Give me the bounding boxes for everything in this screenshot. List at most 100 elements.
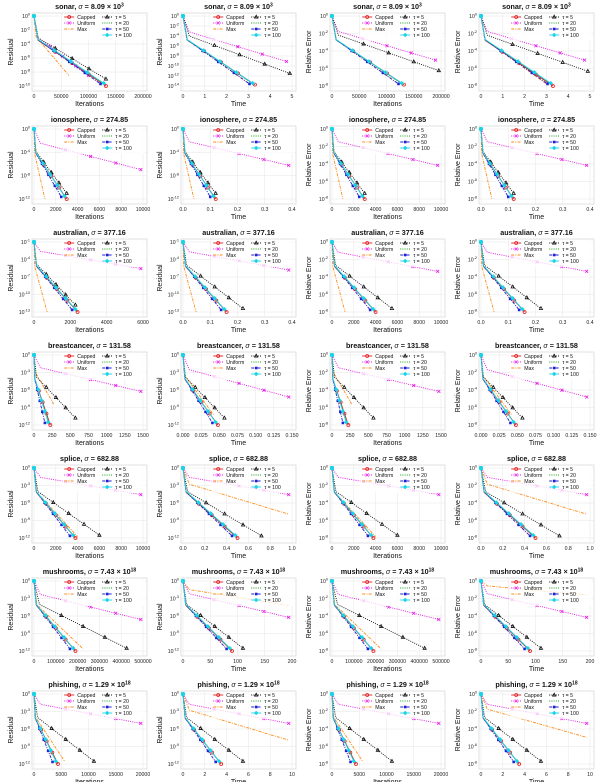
legend-box [62, 353, 146, 380]
series-marker [535, 50, 540, 55]
series-marker [344, 749, 348, 753]
y-tick-label: 10-2 [468, 708, 477, 715]
series-line [480, 354, 515, 423]
panel-ionosphere-1: ionosphere, σ = 274.8510010-410-810-120.… [157, 115, 297, 221]
series-marker [585, 68, 591, 73]
legend-label: Max [226, 366, 236, 372]
series-marker [511, 197, 516, 201]
series-marker [43, 737, 48, 742]
series-marker [205, 624, 211, 629]
legend-label: Max [77, 140, 87, 146]
y-tick-label: 100 [320, 691, 328, 698]
panel-title: splice, σ = 682.88 [507, 454, 566, 463]
legend-marker [67, 580, 72, 584]
series-marker [213, 190, 218, 195]
x-tick-label: 0 [480, 659, 483, 665]
legend-label: Uniform [226, 586, 244, 592]
legend-label: τ = 20 [413, 21, 427, 27]
y-tick-label: 10-4 [170, 256, 179, 263]
series-marker [557, 533, 562, 538]
x-tick-label: 10000 [434, 546, 449, 552]
legend-marker [403, 27, 407, 31]
y-axis-label: Residual [157, 377, 164, 405]
legend-label: τ = 100 [115, 711, 132, 717]
series-marker [212, 295, 218, 301]
series-marker [386, 50, 391, 55]
panel-title: mushrooms, σ = 7.43 × 1018 [43, 567, 137, 576]
y-tick-label: 10-4 [468, 387, 477, 394]
series-marker [286, 721, 291, 726]
series-line [480, 241, 542, 309]
x-tick-label: 4000 [72, 207, 84, 213]
legend-marker [402, 127, 408, 132]
series-line [331, 241, 346, 313]
legend-label: Uniform [375, 360, 393, 366]
x-tick-label: 150000 [405, 94, 422, 100]
legend-label: τ = 100 [562, 259, 579, 265]
y-tick-label: 10-8 [468, 83, 477, 90]
legend-marker [67, 354, 72, 358]
series-marker [399, 80, 405, 86]
series-marker [341, 274, 347, 279]
y-axis-label: Residual [8, 38, 15, 66]
series-marker [220, 521, 226, 527]
panel-breastcancer-2: breastcancer, σ = 131.58 100 10-2 10-4 10-6 1… [306, 341, 447, 447]
series-marker [211, 193, 216, 199]
y-tick-label: 10-2 [468, 30, 477, 37]
x-tick-label: 0 [331, 433, 334, 439]
x-tick-label: 200000 [432, 94, 449, 100]
series-marker [226, 747, 232, 752]
legend-marker [253, 145, 259, 151]
series-line [480, 693, 587, 738]
series-marker [368, 645, 374, 651]
x-axis-label: Time [529, 779, 544, 782]
series-marker [584, 721, 589, 726]
series-marker [77, 747, 83, 752]
legend-label: τ = 100 [413, 372, 430, 378]
legend-marker [514, 247, 518, 251]
series-marker [42, 408, 48, 414]
series-marker [333, 387, 339, 392]
series-marker [210, 750, 215, 755]
x-tick-label: 6000 [94, 207, 106, 213]
legend-marker [253, 371, 259, 377]
series-marker [510, 405, 515, 410]
series-marker [139, 266, 143, 271]
series-marker [63, 292, 68, 297]
series-marker [411, 59, 416, 64]
legend-marker [552, 366, 556, 370]
legend-marker [253, 692, 259, 697]
legend-marker [104, 466, 110, 471]
legend-label: τ = 100 [264, 485, 281, 491]
series-marker [494, 172, 500, 177]
series-marker [202, 184, 206, 188]
series-marker [198, 612, 203, 617]
y-tick-label: 10-6 [170, 387, 179, 394]
legend-label: τ = 100 [115, 146, 132, 152]
x-tick-label: 2 [203, 772, 206, 778]
x-tick-label: 1.0 [288, 546, 295, 552]
series-line [480, 354, 587, 398]
legend-marker [216, 134, 220, 138]
series-marker [217, 59, 223, 64]
series-marker [113, 161, 118, 165]
panel-title: ionosphere, σ = 274.85 [200, 115, 277, 124]
y-tick-label: 10-1 [170, 239, 179, 246]
x-axis-label: Time [231, 327, 246, 334]
series-marker [510, 284, 516, 289]
series-marker [352, 182, 358, 188]
series-marker [497, 737, 503, 742]
legend-label: Max [77, 705, 87, 711]
legend-label: τ = 50 [115, 705, 129, 711]
legend-marker [365, 128, 370, 132]
legend-label: τ = 50 [115, 27, 129, 33]
legend-label: τ = 100 [115, 33, 132, 39]
legend-box [360, 353, 443, 380]
x-axis-label: Time [231, 553, 246, 560]
series-marker [584, 395, 589, 399]
x-tick-label: 0.1 [207, 320, 214, 326]
legend-label: Uniform [524, 247, 542, 253]
x-tick-label: 2000 [65, 320, 77, 326]
